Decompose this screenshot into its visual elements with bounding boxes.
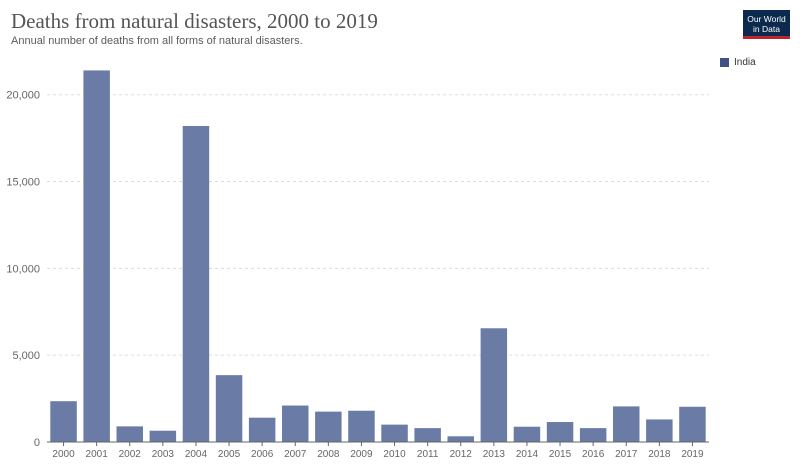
y-tick-label: 20,000	[6, 90, 40, 102]
bar-2000[interactable]	[50, 401, 77, 442]
legend-label-india: India	[734, 57, 756, 68]
x-tick-label: 2011	[417, 449, 439, 460]
y-tick-label: 10,000	[6, 263, 40, 275]
x-tick-label: 2015	[549, 449, 572, 460]
x-tick-label: 2002	[119, 449, 142, 460]
bar-2016[interactable]	[579, 428, 607, 442]
x-tick-label: 2005	[218, 449, 241, 460]
x-tick-label: 2006	[251, 449, 274, 460]
y-tick-label: 15,000	[6, 177, 40, 189]
legend-swatch-india	[720, 58, 729, 67]
x-tick-label: 2000	[52, 449, 75, 460]
logo-line-1: Our World	[747, 14, 786, 24]
x-tick-label: 2010	[383, 449, 406, 460]
bar-2011[interactable]	[414, 428, 441, 442]
owid-logo[interactable]: Our World in Data	[743, 10, 790, 39]
bar-2007[interactable]	[282, 405, 309, 442]
bar-2006[interactable]	[248, 417, 276, 442]
bar-2009[interactable]	[348, 410, 375, 442]
grid-lines	[47, 94, 709, 356]
x-tick-label: 2004	[185, 449, 208, 460]
y-axis-ticks: 0 5,000 10,000 15,000 20,000	[6, 90, 40, 449]
x-tick-label: 2007	[284, 449, 307, 460]
y-tick-label: 5,000	[12, 350, 40, 362]
bar-2010[interactable]	[381, 424, 408, 442]
x-tick-label: 2016	[582, 449, 605, 460]
x-tick-label: 2017	[615, 449, 638, 460]
x-axis-ticks: 2000 2001 2002 2003 2004 2005 2006 2007 2008 2009…	[52, 442, 704, 460]
bar-2015[interactable]	[546, 422, 574, 442]
x-tick-label: 2013	[483, 449, 506, 460]
bar-2003[interactable]	[149, 430, 177, 442]
x-tick-label: 2003	[152, 449, 175, 460]
x-tick-label: 2008	[317, 449, 340, 460]
x-tick-label: 2012	[450, 449, 473, 460]
bars	[50, 70, 706, 443]
bar-2018[interactable]	[646, 419, 673, 442]
y-tick-label: 0	[34, 437, 40, 449]
bar-2012[interactable]	[447, 436, 474, 442]
x-tick-label: 2018	[648, 449, 671, 460]
bar-2017[interactable]	[613, 406, 640, 442]
logo-line-2: in Data	[753, 24, 780, 34]
bar-2004[interactable]	[182, 125, 210, 443]
x-tick-label: 2014	[516, 449, 539, 460]
x-tick-label: 2019	[681, 449, 704, 460]
legend[interactable]: India	[720, 57, 756, 68]
bar-2019[interactable]	[679, 406, 706, 442]
bar-2005[interactable]	[215, 375, 243, 442]
bar-2008[interactable]	[315, 411, 342, 442]
chart-title: Deaths from natural disasters, 2000 to 2…	[11, 9, 378, 33]
x-tick-label: 2001	[86, 449, 109, 460]
bar-2001[interactable]	[83, 70, 110, 442]
bar-2013[interactable]	[480, 328, 508, 442]
x-tick-label: 2009	[350, 449, 373, 460]
bar-2014[interactable]	[513, 426, 541, 442]
chart-subtitle: Annual number of deaths from all forms o…	[11, 35, 303, 47]
bar-2002[interactable]	[116, 426, 143, 442]
